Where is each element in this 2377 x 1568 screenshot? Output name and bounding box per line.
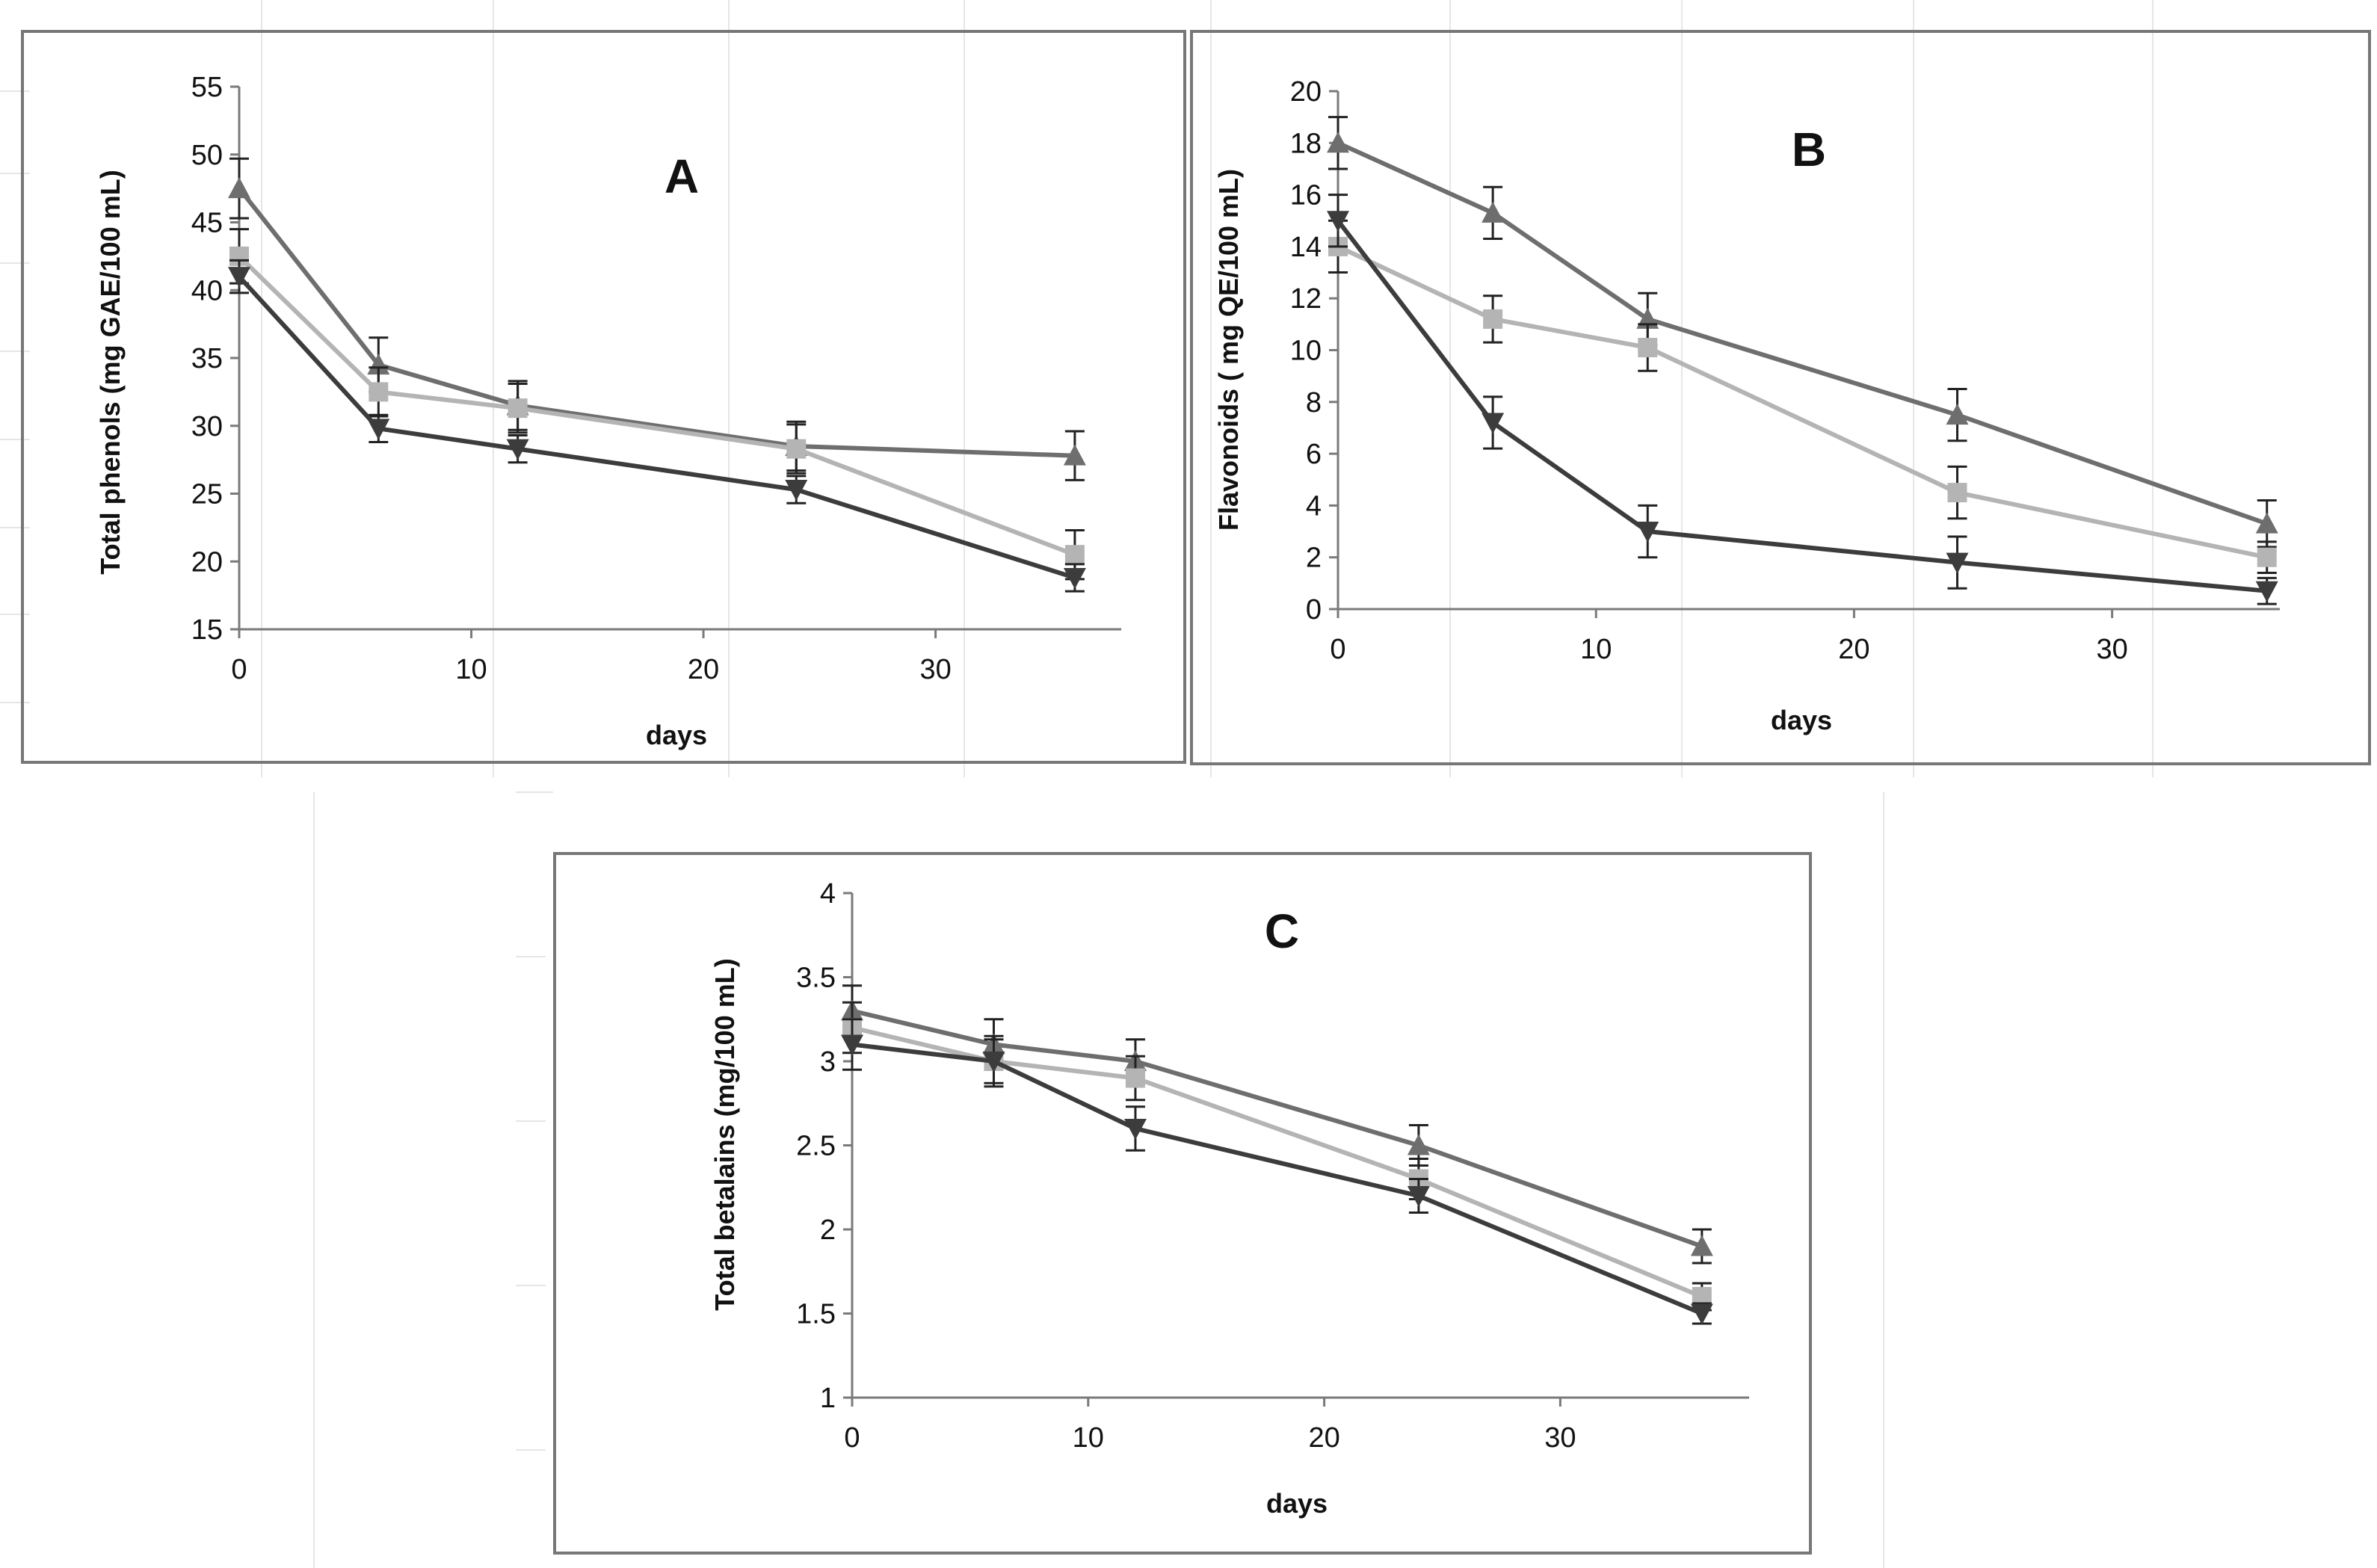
panel-c-ytick-label: 3.5: [796, 963, 836, 994]
panel-a-series-2-line: [237, 254, 1076, 558]
panel-a-series-1-point: [367, 354, 390, 375]
panel-b-letter: B: [1792, 123, 1826, 176]
panel-c-frame: [553, 852, 1812, 1555]
panel-b-series-2-point: [2257, 547, 2277, 567]
panel-c-series-3-point: [1407, 1186, 1430, 1207]
panel-a-ytick-label: 55: [191, 72, 223, 103]
panel-c-series-1-point: [1407, 1134, 1430, 1155]
panel-a-marks: [228, 157, 1086, 593]
panel-a-xtick-label: 0: [231, 654, 247, 685]
panel-b-ytick-label: 8: [1306, 387, 1322, 419]
panel-a-series-2-point: [1064, 545, 1085, 565]
panel-c-ticks: 1 1.5 2 2.5 3 3.5 4 0 10 20 30: [796, 878, 1749, 1454]
panel-a-ytick-label: 30: [191, 411, 223, 442]
panel-a-chart: A Total phenols (mg GAE/100 mL) days 15 2…: [95, 72, 1121, 750]
panel-b-ylabel: Flavonoids ( mg QE/100 mL): [1213, 169, 1244, 531]
panel-b-series-2-point: [1947, 483, 1967, 503]
panel-b-frame: [1190, 30, 2371, 765]
panel-c-xtick-label: 20: [1308, 1422, 1339, 1454]
panel-b-marks: [1327, 116, 2278, 605]
panel-a-series-3-point: [367, 419, 390, 440]
panel-c-xtick-label: 30: [1544, 1422, 1576, 1454]
panel-b-ytick-label: 12: [1290, 283, 1322, 315]
panel-b-series-1-point: [1327, 132, 1349, 153]
panel-b-xtick-label: 10: [1580, 634, 1612, 665]
panel-c-series-2-point: [1125, 1068, 1145, 1088]
panel-c-ytick-label: 2.5: [796, 1131, 836, 1162]
panel-c-letter: C: [1265, 904, 1299, 958]
panel-b-ytick-label: 10: [1290, 336, 1322, 367]
panel-b-series-1-point: [1482, 201, 1505, 223]
panel-b-series-2-point: [1638, 338, 1658, 358]
panel-b-series-3-point: [1482, 413, 1505, 434]
panel-a-series-2-point: [369, 382, 389, 402]
panel-c-ytick-label: 3: [820, 1046, 836, 1078]
panel-c-xtick-label: 10: [1073, 1422, 1104, 1454]
panel-b-series-3-line: [1336, 219, 2267, 593]
panel-a-xlabel: days: [646, 720, 707, 750]
panel-b-xtick-label: 30: [2096, 634, 2127, 665]
panel-b-series-3-point: [1946, 552, 1969, 574]
panel-c-xtick-label: 0: [844, 1422, 860, 1454]
panel-c-series-3-point: [841, 1034, 863, 1056]
panel-c-ylabel: Total betalains (mg/100 mL): [709, 958, 740, 1310]
panel-a-series-2-point: [786, 439, 807, 459]
panel-b-series-3-point: [1636, 522, 1659, 543]
panel-a-series-3-point: [1063, 568, 1086, 590]
panel-c-ytick-label: 4: [820, 878, 836, 910]
panel-b-xtick-label: 20: [1838, 634, 1869, 665]
panel-c-series-3-point: [1690, 1303, 1713, 1325]
panel-a-ytick-label: 50: [191, 140, 223, 171]
panel-b-ytick-label: 0: [1306, 594, 1322, 626]
panel-c-series-1-point: [1690, 1235, 1713, 1256]
panel-b-series-3-point: [1327, 211, 1349, 232]
panel-b-ticks: 0 2 4 6 8 10 12 14 16 18 20 0 10 20 30: [1290, 76, 2280, 665]
panel-c-ytick-label: 2: [820, 1214, 836, 1246]
panel-b-ytick-label: 14: [1290, 232, 1322, 263]
panel-a-letter: A: [665, 149, 699, 203]
panel-b-ytick-label: 18: [1290, 128, 1322, 159]
panel-c-series-3-line: [851, 1042, 1703, 1316]
panel-b-ytick-label: 2: [1306, 543, 1322, 574]
panel-c-chart: C Total betalains (mg/100 mL) days 1 1.5 2…: [709, 878, 1749, 1519]
panel-c-series-3-point: [982, 1052, 1005, 1072]
panel-b-ytick-label: 16: [1290, 180, 1322, 212]
panel-a-ytick-label: 40: [191, 275, 223, 306]
panel-a-series-2-point: [508, 398, 528, 419]
panel-b-xlabel: days: [1771, 705, 1832, 735]
panel-b-series-1-line: [1337, 141, 2268, 526]
panel-a-xtick-label: 30: [919, 654, 951, 685]
panel-a-ytick-label: 15: [191, 614, 223, 646]
panel-a-ytick-label: 45: [191, 208, 223, 239]
panel-a-series-1-point: [228, 177, 250, 199]
panel-a-ytick-label: 25: [191, 479, 223, 510]
panel-b-series-1-point: [1946, 404, 1969, 425]
panel-c-xlabel: days: [1266, 1488, 1328, 1519]
panel-a-series-3-point: [506, 439, 529, 460]
panel-a-ytick-label: 20: [191, 546, 223, 578]
panel-c-marks: [841, 984, 1713, 1325]
panel-b-series-2-point: [1483, 309, 1503, 329]
panel-a-ylabel: Total phenols (mg GAE/100 mL): [95, 170, 126, 574]
panel-a-frame: [21, 30, 1186, 764]
panel-a-series-3-point: [785, 480, 808, 501]
panel-b-series-1-point: [2255, 512, 2278, 534]
panel-a-series-1-point: [1063, 444, 1086, 466]
background-grid: [0, 0, 2154, 1568]
panel-b-chart: B Flavonoids ( mg QE/100 mL) days 0 2 4 6 8 1…: [1213, 76, 2280, 735]
panel-a-series-3-point: [228, 267, 250, 288]
panel-c-series-3-point: [1123, 1119, 1147, 1140]
panel-c-ytick-label: 1.5: [796, 1299, 836, 1330]
panel-a-ytick-label: 35: [191, 343, 223, 374]
panel-b-ytick-label: 4: [1306, 490, 1322, 522]
panel-a-xtick-label: 10: [455, 654, 487, 685]
panel-b-xtick-label: 0: [1330, 634, 1345, 665]
panel-b-ytick-label: 20: [1290, 76, 1322, 108]
panel-a-xtick-label: 20: [688, 654, 719, 685]
panel-c-ytick-label: 1: [820, 1383, 836, 1414]
panel-b-series-3-point: [2255, 581, 2278, 602]
panel-b-ytick-label: 6: [1306, 439, 1322, 470]
